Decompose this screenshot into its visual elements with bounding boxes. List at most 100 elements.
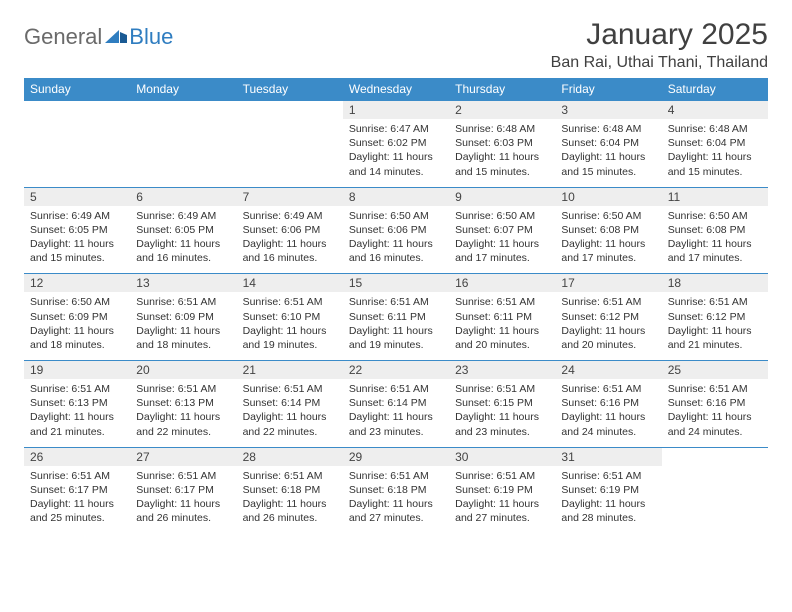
day-number: 18 — [662, 274, 768, 292]
day-number: 16 — [449, 274, 555, 292]
calendar-day-cell: 16Sunrise: 6:51 AMSunset: 6:11 PMDayligh… — [449, 274, 555, 361]
calendar-day-cell: 18Sunrise: 6:51 AMSunset: 6:12 PMDayligh… — [662, 274, 768, 361]
day-number: 20 — [130, 361, 236, 379]
day-details: Sunrise: 6:51 AMSunset: 6:12 PMDaylight:… — [555, 292, 661, 360]
day-number: 28 — [237, 448, 343, 466]
calendar-day-cell: 1Sunrise: 6:47 AMSunset: 6:02 PMDaylight… — [343, 101, 449, 188]
calendar-day-cell: 17Sunrise: 6:51 AMSunset: 6:12 PMDayligh… — [555, 274, 661, 361]
day-details: Sunrise: 6:51 AMSunset: 6:09 PMDaylight:… — [130, 292, 236, 360]
day-details: Sunrise: 6:51 AMSunset: 6:19 PMDaylight:… — [449, 466, 555, 534]
day-details: Sunrise: 6:51 AMSunset: 6:17 PMDaylight:… — [130, 466, 236, 534]
calendar-day-cell: 25Sunrise: 6:51 AMSunset: 6:16 PMDayligh… — [662, 361, 768, 448]
calendar-day-cell: 22Sunrise: 6:51 AMSunset: 6:14 PMDayligh… — [343, 361, 449, 448]
day-number: 10 — [555, 188, 661, 206]
day-details: Sunrise: 6:50 AMSunset: 6:09 PMDaylight:… — [24, 292, 130, 360]
calendar-day-cell: 3Sunrise: 6:48 AMSunset: 6:04 PMDaylight… — [555, 101, 661, 188]
calendar-day-cell: 19Sunrise: 6:51 AMSunset: 6:13 PMDayligh… — [24, 361, 130, 448]
day-details: Sunrise: 6:47 AMSunset: 6:02 PMDaylight:… — [343, 119, 449, 187]
day-number: 26 — [24, 448, 130, 466]
day-details: Sunrise: 6:50 AMSunset: 6:08 PMDaylight:… — [662, 206, 768, 274]
day-number: 8 — [343, 188, 449, 206]
calendar-week-row: 1Sunrise: 6:47 AMSunset: 6:02 PMDaylight… — [24, 101, 768, 188]
day-number: 13 — [130, 274, 236, 292]
day-details: Sunrise: 6:51 AMSunset: 6:17 PMDaylight:… — [24, 466, 130, 534]
day-number — [24, 101, 130, 119]
day-number: 11 — [662, 188, 768, 206]
day-details: Sunrise: 6:48 AMSunset: 6:04 PMDaylight:… — [555, 119, 661, 187]
day-details: Sunrise: 6:49 AMSunset: 6:05 PMDaylight:… — [24, 206, 130, 274]
logo: General Blue — [24, 18, 173, 50]
day-number: 30 — [449, 448, 555, 466]
day-details: Sunrise: 6:50 AMSunset: 6:07 PMDaylight:… — [449, 206, 555, 274]
calendar-day-cell: 29Sunrise: 6:51 AMSunset: 6:18 PMDayligh… — [343, 447, 449, 533]
title-block: January 2025 Ban Rai, Uthai Thani, Thail… — [551, 18, 768, 72]
calendar-week-row: 5Sunrise: 6:49 AMSunset: 6:05 PMDaylight… — [24, 187, 768, 274]
calendar-header-row: SundayMondayTuesdayWednesdayThursdayFrid… — [24, 78, 768, 101]
day-number: 21 — [237, 361, 343, 379]
weekday-header: Wednesday — [343, 78, 449, 101]
day-number: 15 — [343, 274, 449, 292]
day-details: Sunrise: 6:51 AMSunset: 6:19 PMDaylight:… — [555, 466, 661, 534]
calendar-day-cell — [130, 101, 236, 188]
day-details: Sunrise: 6:48 AMSunset: 6:03 PMDaylight:… — [449, 119, 555, 187]
calendar-table: SundayMondayTuesdayWednesdayThursdayFrid… — [24, 78, 768, 533]
calendar-day-cell: 9Sunrise: 6:50 AMSunset: 6:07 PMDaylight… — [449, 187, 555, 274]
day-details: Sunrise: 6:49 AMSunset: 6:06 PMDaylight:… — [237, 206, 343, 274]
day-details: Sunrise: 6:51 AMSunset: 6:11 PMDaylight:… — [343, 292, 449, 360]
calendar-day-cell: 7Sunrise: 6:49 AMSunset: 6:06 PMDaylight… — [237, 187, 343, 274]
calendar-week-row: 19Sunrise: 6:51 AMSunset: 6:13 PMDayligh… — [24, 361, 768, 448]
logo-text-general: General — [24, 24, 102, 50]
calendar-day-cell: 2Sunrise: 6:48 AMSunset: 6:03 PMDaylight… — [449, 101, 555, 188]
weekday-header: Monday — [130, 78, 236, 101]
day-number: 7 — [237, 188, 343, 206]
weekday-header: Friday — [555, 78, 661, 101]
calendar-day-cell: 6Sunrise: 6:49 AMSunset: 6:05 PMDaylight… — [130, 187, 236, 274]
weekday-header: Sunday — [24, 78, 130, 101]
day-number: 31 — [555, 448, 661, 466]
day-number: 1 — [343, 101, 449, 119]
day-number: 6 — [130, 188, 236, 206]
day-details: Sunrise: 6:51 AMSunset: 6:10 PMDaylight:… — [237, 292, 343, 360]
calendar-day-cell: 28Sunrise: 6:51 AMSunset: 6:18 PMDayligh… — [237, 447, 343, 533]
day-details: Sunrise: 6:51 AMSunset: 6:11 PMDaylight:… — [449, 292, 555, 360]
month-title: January 2025 — [551, 18, 768, 52]
day-details: Sunrise: 6:51 AMSunset: 6:14 PMDaylight:… — [343, 379, 449, 447]
location-subtitle: Ban Rai, Uthai Thani, Thailand — [551, 54, 768, 72]
calendar-day-cell: 20Sunrise: 6:51 AMSunset: 6:13 PMDayligh… — [130, 361, 236, 448]
day-number — [237, 101, 343, 119]
weekday-header: Saturday — [662, 78, 768, 101]
weekday-header: Tuesday — [237, 78, 343, 101]
day-number: 27 — [130, 448, 236, 466]
calendar-day-cell: 24Sunrise: 6:51 AMSunset: 6:16 PMDayligh… — [555, 361, 661, 448]
calendar-day-cell: 31Sunrise: 6:51 AMSunset: 6:19 PMDayligh… — [555, 447, 661, 533]
day-details: Sunrise: 6:50 AMSunset: 6:08 PMDaylight:… — [555, 206, 661, 274]
calendar-day-cell: 8Sunrise: 6:50 AMSunset: 6:06 PMDaylight… — [343, 187, 449, 274]
calendar-day-cell — [24, 101, 130, 188]
calendar-day-cell: 5Sunrise: 6:49 AMSunset: 6:05 PMDaylight… — [24, 187, 130, 274]
calendar-week-row: 12Sunrise: 6:50 AMSunset: 6:09 PMDayligh… — [24, 274, 768, 361]
day-number: 4 — [662, 101, 768, 119]
day-number — [662, 448, 768, 466]
day-number: 9 — [449, 188, 555, 206]
day-number: 5 — [24, 188, 130, 206]
day-details: Sunrise: 6:51 AMSunset: 6:13 PMDaylight:… — [24, 379, 130, 447]
weekday-header: Thursday — [449, 78, 555, 101]
logo-text-blue: Blue — [129, 24, 173, 50]
calendar-day-cell: 21Sunrise: 6:51 AMSunset: 6:14 PMDayligh… — [237, 361, 343, 448]
calendar-day-cell: 14Sunrise: 6:51 AMSunset: 6:10 PMDayligh… — [237, 274, 343, 361]
day-number: 17 — [555, 274, 661, 292]
day-details: Sunrise: 6:51 AMSunset: 6:15 PMDaylight:… — [449, 379, 555, 447]
day-number: 3 — [555, 101, 661, 119]
day-number: 29 — [343, 448, 449, 466]
day-details: Sunrise: 6:51 AMSunset: 6:18 PMDaylight:… — [237, 466, 343, 534]
calendar-day-cell: 26Sunrise: 6:51 AMSunset: 6:17 PMDayligh… — [24, 447, 130, 533]
calendar-day-cell: 13Sunrise: 6:51 AMSunset: 6:09 PMDayligh… — [130, 274, 236, 361]
calendar-day-cell: 27Sunrise: 6:51 AMSunset: 6:17 PMDayligh… — [130, 447, 236, 533]
calendar-day-cell: 10Sunrise: 6:50 AMSunset: 6:08 PMDayligh… — [555, 187, 661, 274]
day-number: 22 — [343, 361, 449, 379]
day-number: 12 — [24, 274, 130, 292]
calendar-day-cell: 23Sunrise: 6:51 AMSunset: 6:15 PMDayligh… — [449, 361, 555, 448]
day-details: Sunrise: 6:51 AMSunset: 6:13 PMDaylight:… — [130, 379, 236, 447]
day-number: 23 — [449, 361, 555, 379]
calendar-day-cell — [662, 447, 768, 533]
